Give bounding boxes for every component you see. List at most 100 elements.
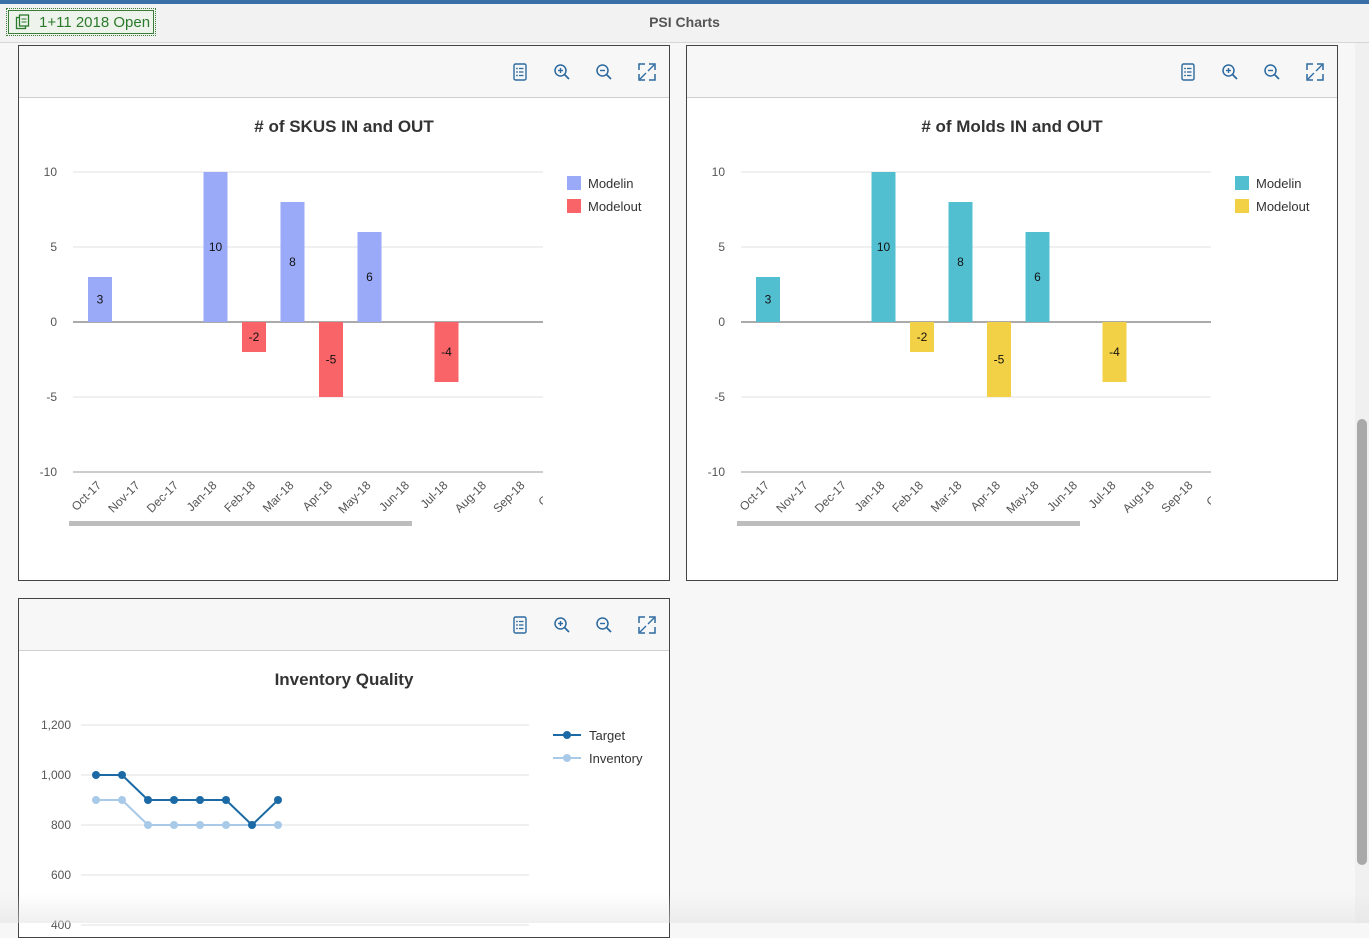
y-tick-label: 0 [718,315,725,329]
zoom-out-icon[interactable] [592,60,616,84]
y-tick-label: 1,000 [41,768,71,782]
x-tick-label: May-18 [335,478,373,516]
point-inventory [196,821,204,829]
x-tick-label: Mar-18 [928,478,965,515]
y-tick-label: -5 [46,390,57,404]
point-target [170,796,178,804]
point-target [222,796,230,804]
legend-swatch [567,199,581,213]
y-tick-label: 10 [712,165,726,179]
x-tick-label: Aug-18 [1120,478,1157,515]
bar-modelin [1025,232,1050,322]
bar-data-label: 8 [957,255,964,269]
bar-data-label: 10 [877,240,891,254]
x-tick-label: Oct-1 [535,478,566,509]
fullscreen-icon[interactable] [635,613,659,637]
x-tick-label: Oct-1 [1203,478,1234,509]
bar-data-label: 6 [366,270,373,284]
zoom-out-icon[interactable] [1260,60,1284,84]
bar-modelin [203,172,228,322]
open-period-button[interactable]: 1+11 2018 Open [6,8,156,36]
open-period-label: 1+11 2018 Open [39,13,151,31]
point-inventory [170,821,178,829]
y-tick-label: 10 [44,165,58,179]
bar-data-label: 6 [1034,270,1041,284]
legend-swatch [1235,199,1249,213]
chart-panel-inventory: Inventory Quality 1,200 1,000 800 600 400 Tar… [18,598,670,938]
chart-toolbar [687,46,1337,98]
bar-data-label: 3 [97,293,104,307]
bar-data-label: -4 [441,345,452,359]
bar-data-label: 8 [289,255,296,269]
scrollbar[interactable] [1355,43,1369,923]
chart-panel-molds: # of Molds IN and OUT 10 5 0 -5 -10 3 10 8 6 -2 -5… [686,45,1338,581]
line-chart-inventory: 1,200 1,000 800 600 400 Target Inventory [41,718,643,932]
zoom-in-icon[interactable] [1218,60,1242,84]
point-target [248,821,256,829]
legend-swatch [567,176,581,190]
point-inventory [92,796,100,804]
legend-marker [563,754,571,762]
zoom-out-icon[interactable] [592,613,616,637]
point-target [274,796,282,804]
top-accent-bar [0,0,1369,4]
x-tick-label: Jan-18 [852,478,888,514]
bar-modelin [871,172,896,322]
x-tick-label: Feb-18 [889,478,926,515]
bar-modelout [987,322,1011,397]
y-tick-label: 5 [718,240,725,254]
bar-data-label: -4 [1109,345,1120,359]
x-tick-label: Nov-17 [773,478,810,515]
chart-toolbar [19,599,669,651]
x-tick-label: Apr-18 [968,478,1004,514]
legend-swatch [1235,176,1249,190]
fullscreen-icon[interactable] [1303,60,1327,84]
point-target [144,796,152,804]
point-target [196,796,204,804]
x-tick-label: Oct-17 [69,478,105,514]
x-tick-label: Jun-18 [376,478,412,514]
y-tick-label: 800 [51,818,71,832]
bar-data-label: -2 [249,330,260,344]
bar-modelout [242,322,266,352]
y-tick-label: 5 [50,240,57,254]
legend-label: Modelout [1256,199,1310,214]
zoom-in-icon[interactable] [550,613,574,637]
y-tick-label: 400 [51,918,71,932]
point-inventory [118,796,126,804]
point-target [92,771,100,779]
bar-chart-molds: 10 5 0 -5 -10 3 10 8 6 -2 -5 -4 Oct-17 Nov-17 Dec-17 Ja… [708,165,1310,526]
bar-data-label: -5 [326,353,337,367]
table-view-icon[interactable] [1176,60,1200,84]
x-tick-labels: Oct-17 Nov-17 Dec-17 Jan-18 Feb-18 Mar-18 Apr-… [737,478,1234,516]
scrollbar-thumb[interactable] [1357,419,1367,865]
fullscreen-icon[interactable] [635,60,659,84]
bar-modelin [88,277,112,322]
y-tick-label: -5 [714,390,725,404]
range-slider [737,521,1080,526]
legend-label: Inventory [589,751,643,766]
table-view-icon[interactable] [508,613,532,637]
bar-modelin [280,202,305,322]
y-tick-label: 600 [51,868,71,882]
x-tick-label: Jul-18 [1086,478,1119,511]
point-inventory [222,821,230,829]
x-tick-label: Feb-18 [221,478,258,515]
x-tick-label: Sep-18 [1158,478,1195,515]
legend-marker [563,731,571,739]
bar-chart-skus: 10 5 0 -5 -10 3 10 8 6 -2 -5 -4 Oct-17 Nov-17 Dec-17 Ja… [40,165,642,526]
x-tick-label: Oct-17 [737,478,773,514]
chart-panel-skus: # of SKUS IN and OUT 10 5 0 -5 -10 3 10 8 6 -2 -5 -… [18,45,670,581]
x-tick-label: May-18 [1003,478,1041,516]
zoom-in-icon[interactable] [550,60,574,84]
point-target [118,771,126,779]
x-tick-label: Jun-18 [1044,478,1080,514]
copy-icon [15,14,30,30]
bar-modelin [357,232,382,322]
table-view-icon[interactable] [508,60,532,84]
line-target [96,774,279,827]
x-tick-label: Dec-17 [144,478,181,515]
legend-label: Target [589,728,626,743]
x-tick-label: Mar-18 [260,478,297,515]
x-tick-labels: Oct-17 Nov-17 Dec-17 Jan-18 Feb-18 Mar-18 Apr-… [69,478,566,516]
